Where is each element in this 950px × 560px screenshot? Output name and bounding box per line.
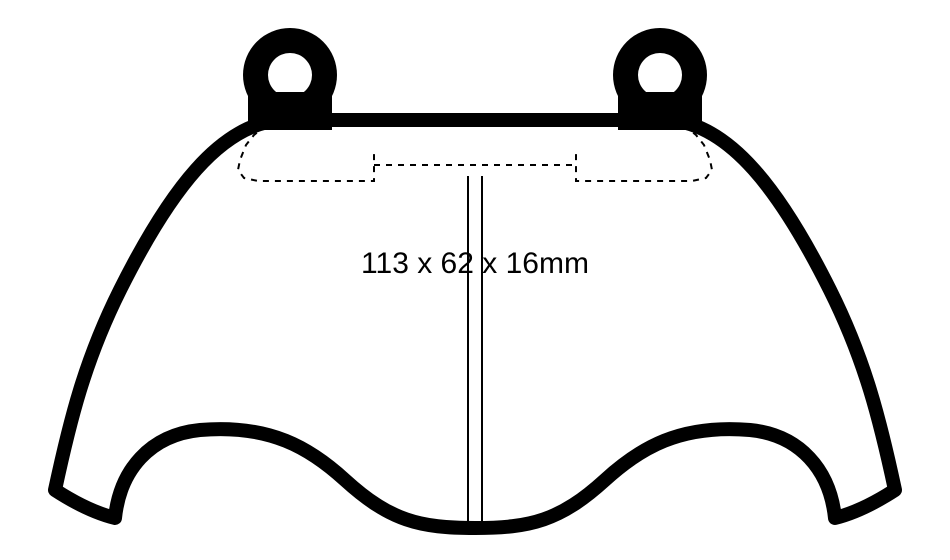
dimension-label: 113 x 62 x 16mm bbox=[361, 247, 589, 280]
dashed-guide bbox=[238, 125, 374, 181]
dashed-guide bbox=[576, 125, 712, 181]
tab-inner-hole bbox=[268, 53, 312, 97]
brakepad-diagram: 113 x 62 x 16mm bbox=[0, 0, 950, 560]
dashed-guides bbox=[238, 125, 712, 181]
pad-outline bbox=[55, 120, 895, 528]
tab-inner-hole bbox=[638, 53, 682, 97]
center-lines bbox=[468, 176, 482, 522]
